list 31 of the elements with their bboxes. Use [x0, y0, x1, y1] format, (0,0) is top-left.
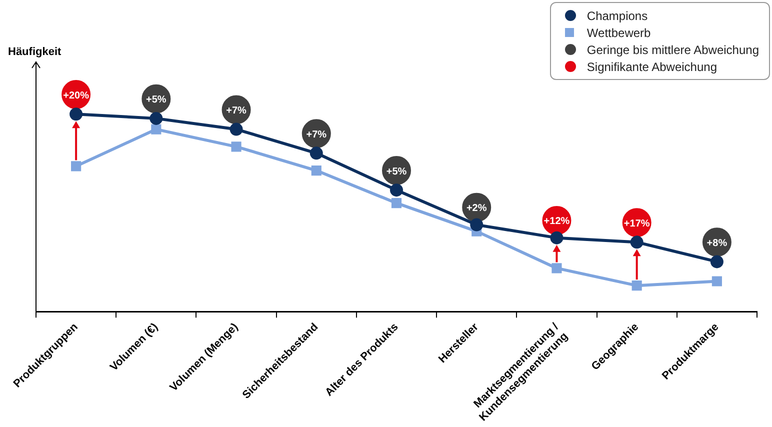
point [710, 255, 724, 268]
point [630, 236, 644, 249]
point [712, 276, 722, 286]
point [632, 280, 642, 291]
annotation: +5% [386, 166, 407, 178]
annotation: +7% [306, 129, 327, 140]
point [552, 263, 562, 274]
legend-label: Geringe bis mittlere Abweichung [586, 42, 759, 56]
annotation: +2% [466, 203, 487, 214]
point [71, 161, 82, 172]
annotation: +17% [624, 218, 650, 230]
point [311, 166, 322, 176]
point [550, 231, 564, 244]
annotation: +8% [706, 238, 728, 249]
text: Häufigkeit [8, 46, 62, 58]
point [470, 218, 484, 232]
legend-label: Signifikante Abweichung [586, 60, 717, 74]
point [390, 184, 403, 197]
annotation: +20% [63, 90, 90, 102]
point [231, 142, 242, 152]
point [151, 124, 162, 134]
point [230, 122, 243, 136]
point [391, 198, 402, 208]
annotation: +5% [146, 94, 166, 106]
annotation: +7% [226, 106, 247, 117]
point [70, 108, 83, 121]
legend-label: Wettbewerb [586, 26, 651, 40]
point [310, 146, 323, 160]
legend-label: Champions [586, 8, 648, 22]
point [150, 112, 163, 125]
annotation: +12% [544, 216, 570, 228]
